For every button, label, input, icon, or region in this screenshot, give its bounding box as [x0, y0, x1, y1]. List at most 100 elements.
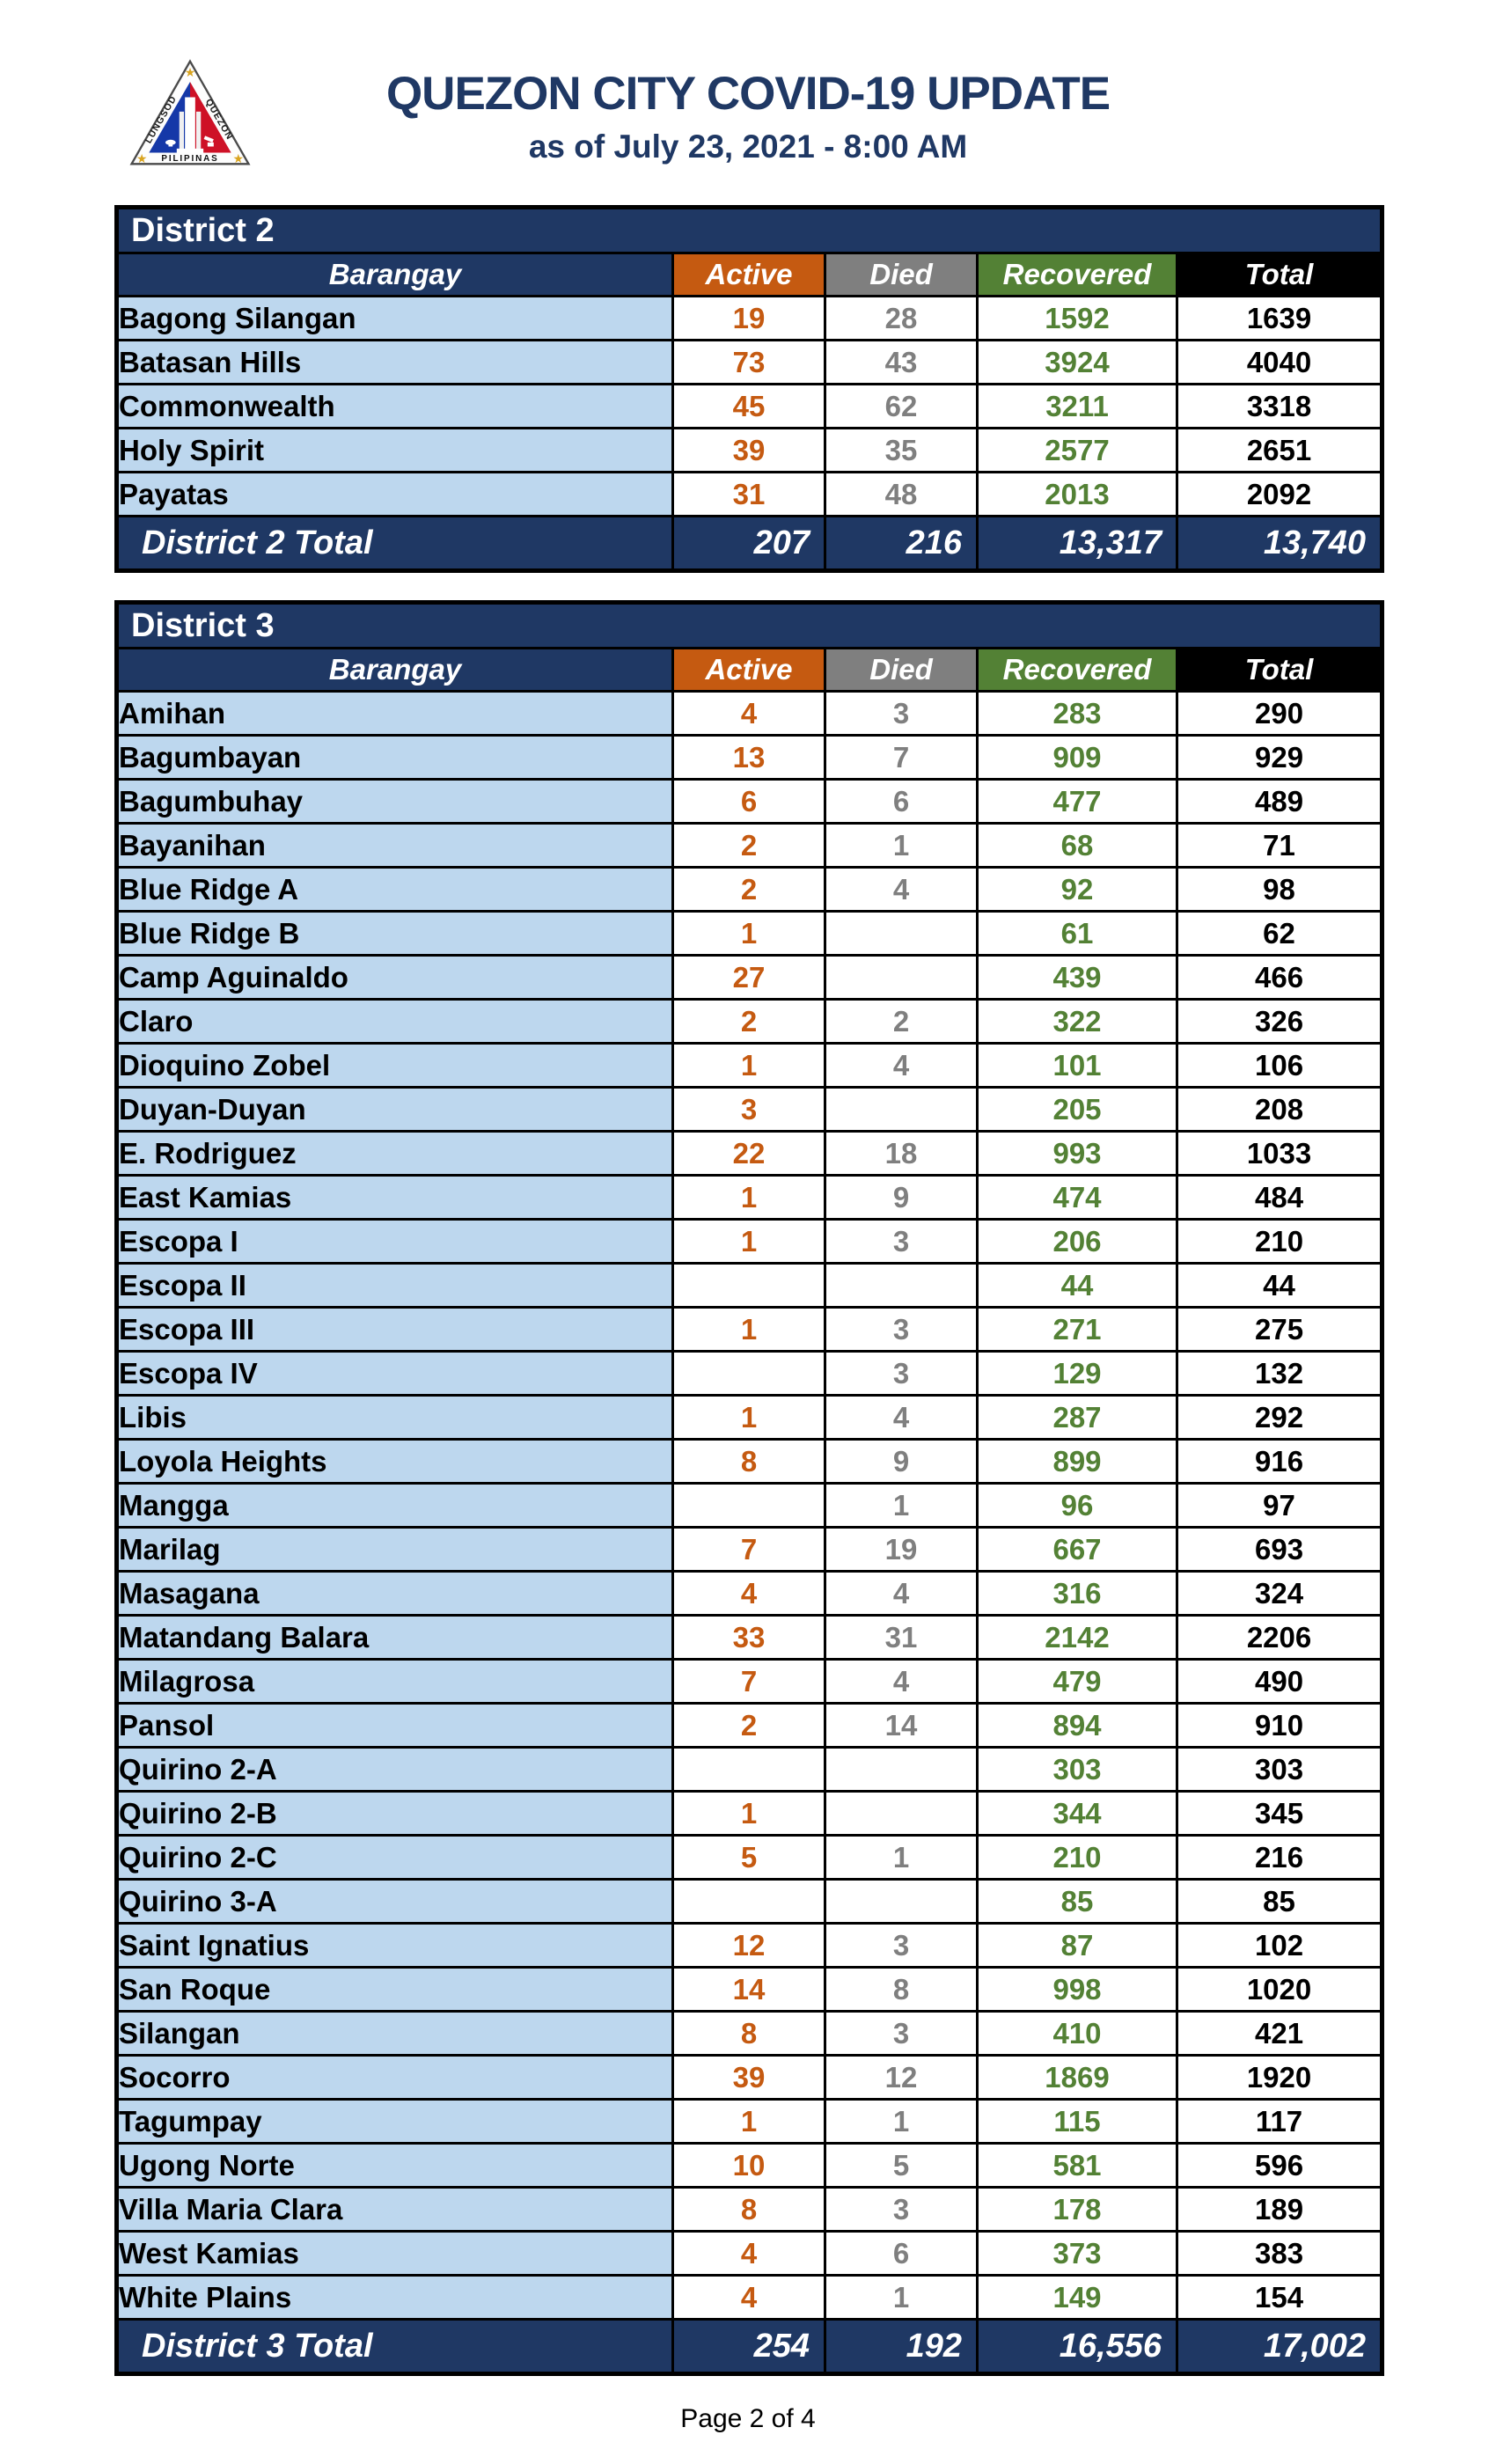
active-count-cell: 13 [671, 734, 826, 781]
total-count-cell: 132 [1175, 1350, 1384, 1397]
active-count-cell: 8 [671, 2010, 826, 2057]
died-count-cell [824, 1790, 979, 1837]
barangay-name-cell: Mangga [115, 1482, 674, 1529]
total-count-cell: 910 [1175, 1702, 1384, 1749]
barangay-row: Masagana 4 4 316 324 [115, 1570, 1384, 1617]
barangay-name-cell: Pansol [115, 1702, 674, 1749]
died-count-cell [824, 910, 979, 957]
barangay-name-cell: Milagrosa [115, 1658, 674, 1705]
barangay-name-cell: E. Rodriguez [115, 1130, 674, 1177]
died-count-cell: 5 [824, 2142, 979, 2189]
column-header-recovered: Recovered [976, 252, 1178, 297]
died-count-cell: 62 [824, 383, 979, 429]
died-count-cell: 28 [824, 295, 979, 341]
active-count-cell: 3 [671, 1086, 826, 1133]
total-count-cell: 303 [1175, 1746, 1384, 1793]
active-count-cell [671, 1482, 826, 1529]
total-count-cell: 1639 [1175, 295, 1384, 341]
active-count-cell: 5 [671, 1834, 826, 1881]
barangay-name-cell: Camp Aguinaldo [115, 954, 674, 1001]
district-title-row: District 3 [114, 601, 1384, 649]
recovered-count-cell: 316 [976, 1570, 1178, 1617]
died-count-cell: 4 [824, 1042, 979, 1089]
barangay-name-cell: Escopa I [115, 1218, 674, 1265]
district-total-total-cell: 13,740 [1175, 515, 1384, 572]
recovered-count-cell: 1869 [976, 2054, 1178, 2101]
total-count-cell: 693 [1175, 1526, 1384, 1573]
recovered-count-cell: 96 [976, 1482, 1178, 1529]
recovered-count-cell: 115 [976, 2098, 1178, 2145]
column-header-died: Died [824, 647, 979, 693]
died-count-cell [824, 1878, 979, 1925]
barangay-name-cell: Marilag [115, 1526, 674, 1573]
barangay-row: Camp Aguinaldo 27 439 466 [115, 954, 1384, 1001]
barangay-row: Bagumbayan 13 7 909 929 [115, 734, 1384, 781]
recovered-count-cell: 479 [976, 1658, 1178, 1705]
active-count-cell: 1 [671, 910, 826, 957]
district-3-table: District 3 Barangay Active Died Recovered Tot… [114, 600, 1385, 2376]
recovered-count-cell: 2577 [976, 427, 1178, 473]
total-count-cell: 466 [1175, 954, 1384, 1001]
district-title-row: District 2 [114, 206, 1384, 254]
died-count-cell: 3 [824, 690, 979, 737]
column-header-row: Barangay Active Died Recovered Total [115, 647, 1384, 693]
active-count-cell: 7 [671, 1658, 826, 1705]
total-count-cell: 1033 [1175, 1130, 1384, 1177]
barangay-name-cell: Libis [115, 1394, 674, 1441]
total-count-cell: 489 [1175, 778, 1384, 825]
died-count-cell [824, 954, 979, 1001]
seal-stars: ★ ★ ★ [136, 66, 244, 166]
died-count-cell: 1 [824, 1834, 979, 1881]
recovered-count-cell: 283 [976, 690, 1178, 737]
barangay-row: Escopa III 1 3 271 275 [115, 1306, 1384, 1353]
barangay-name-cell: Loyola Heights [115, 1438, 674, 1485]
column-header-total: Total [1175, 252, 1384, 297]
district-total-recovered-cell: 16,556 [976, 2318, 1178, 2375]
recovered-count-cell: 667 [976, 1526, 1178, 1573]
active-count-cell: 33 [671, 1614, 826, 1661]
barangay-name-cell: Quirino 2-C [115, 1834, 674, 1881]
total-count-cell: 106 [1175, 1042, 1384, 1089]
total-count-cell: 2092 [1175, 471, 1384, 517]
total-count-cell: 421 [1175, 2010, 1384, 2057]
recovered-count-cell: 998 [976, 1966, 1178, 2013]
barangay-row: Duyan-Duyan 3 205 208 [115, 1086, 1384, 1133]
barangay-name-cell: Villa Maria Clara [115, 2186, 674, 2233]
recovered-count-cell: 61 [976, 910, 1178, 957]
district-total-died-cell: 216 [824, 515, 979, 572]
barangay-name-cell: Payatas [115, 471, 674, 517]
barangay-row: Bagumbuhay 6 6 477 489 [115, 778, 1384, 825]
active-count-cell: 2 [671, 866, 826, 913]
total-count-cell: 484 [1175, 1174, 1384, 1221]
died-count-cell: 3 [824, 2010, 979, 2057]
died-count-cell: 6 [824, 2230, 979, 2277]
total-count-cell: 916 [1175, 1438, 1384, 1485]
barangay-row: Blue Ridge B 1 61 62 [115, 910, 1384, 957]
recovered-count-cell: 92 [976, 866, 1178, 913]
column-header-barangay: Barangay [115, 647, 674, 693]
barangay-name-cell: Ugong Norte [115, 2142, 674, 2189]
barangay-row: Marilag 7 19 667 693 [115, 1526, 1384, 1573]
recovered-count-cell: 149 [976, 2274, 1178, 2321]
died-count-cell [824, 1262, 979, 1309]
barangay-row: Matandang Balara 33 31 2142 2206 [115, 1614, 1384, 1661]
barangay-name-cell: Bagong Silangan [115, 295, 674, 341]
barangay-row: Bayanihan 2 1 68 71 [115, 822, 1384, 869]
seal-gavel-icon [203, 136, 214, 147]
died-count-cell: 4 [824, 866, 979, 913]
died-count-cell: 4 [824, 1658, 979, 1705]
barangay-row: Batasan Hills 73 43 3924 4040 [115, 339, 1384, 385]
barangay-row: Claro 2 2 322 326 [115, 998, 1384, 1045]
seal-bottom-text: PILIPINAS [161, 154, 218, 164]
district-total-row: District 2 Total 207 216 13,317 13,740 [115, 515, 1384, 572]
barangay-row: Amihan 4 3 283 290 [115, 690, 1384, 737]
died-count-cell: 3 [824, 1306, 979, 1353]
recovered-count-cell: 3924 [976, 339, 1178, 385]
active-count-cell: 1 [671, 1218, 826, 1265]
page-footer: Page 2 of 4 [0, 2404, 1496, 2434]
total-count-cell: 85 [1175, 1878, 1384, 1925]
active-count-cell: 1 [671, 1790, 826, 1837]
barangay-name-cell: Quirino 2-A [115, 1746, 674, 1793]
recovered-count-cell: 3211 [976, 383, 1178, 429]
